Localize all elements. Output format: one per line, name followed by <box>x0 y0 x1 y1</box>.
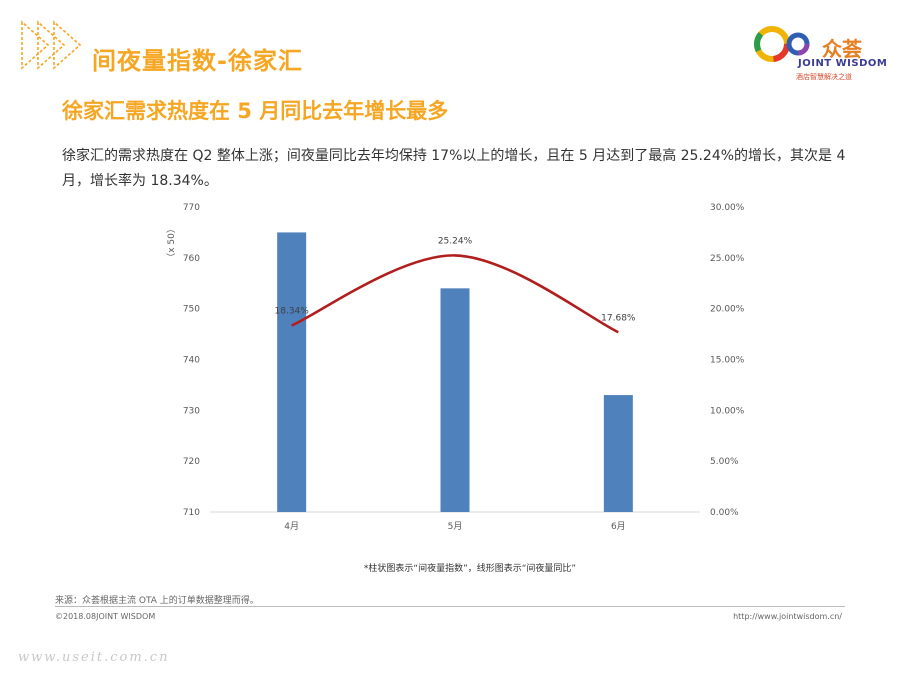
copyright: ©2018.08JOINT WISDOM <box>55 612 156 621</box>
description-text: 徐家汇的需求热度在 Q2 整体上涨；间夜量同比去年均保持 17%以上的增长，且在… <box>62 148 846 189</box>
left-tick-label: 730 <box>183 406 200 416</box>
right-tick-label: 30.00% <box>710 203 745 213</box>
bar <box>440 288 470 512</box>
joint-wisdom-logo <box>754 26 810 62</box>
chart-note: *柱状图表示“间夜量指数”，线形图表示“间夜量同比” <box>363 564 577 574</box>
right-tick-label: 15.00% <box>710 356 745 366</box>
right-tick-label: 0.00% <box>710 508 739 518</box>
brand-tagline: 酒店智慧解决之道 <box>796 73 852 81</box>
left-tick-label: 720 <box>183 457 200 467</box>
source-note: 来源：众荟根据主流 OTA 上的订单数据整理而得。 <box>55 596 259 606</box>
page-title: 间夜量指数-徐家汇 <box>92 47 303 75</box>
brand-name-en: JOINT WISDOM <box>798 58 888 69</box>
footer-divider <box>55 606 845 607</box>
bar <box>277 232 307 512</box>
right-tick-label: 10.00% <box>710 406 745 416</box>
left-axis-unit-label: （x 50） <box>166 224 177 262</box>
left-tick-label: 770 <box>183 203 200 213</box>
watermark: www.useit.com.cn <box>18 650 170 665</box>
x-tick-label: 6月 <box>611 521 626 532</box>
combo-chart: 710 720 730 740 750 760 770 0.00% 5.00% 10.00% 15.… <box>166 203 745 532</box>
x-tick-label: 5月 <box>448 521 463 532</box>
line-data-label: 25.24% <box>438 236 473 246</box>
growth-line <box>291 254 619 334</box>
x-tick-label: 4月 <box>284 521 299 532</box>
left-tick-label: 710 <box>183 508 200 518</box>
bar <box>603 395 633 512</box>
line-data-label: 18.34% <box>275 307 310 317</box>
brand-name-cn: 众荟 <box>822 37 862 61</box>
right-tick-label: 25.00% <box>710 254 745 264</box>
left-tick-label: 750 <box>183 305 200 315</box>
left-tick-label: 740 <box>183 356 200 366</box>
left-tick-label: 760 <box>183 254 200 264</box>
section-subtitle: 徐家汇需求热度在 5 月同比去年增长最多 <box>62 99 449 123</box>
website-url: http://www.jointwisdom.cn/ <box>733 612 842 621</box>
line-data-label: 17.68% <box>601 313 636 323</box>
right-tick-label: 20.00% <box>710 305 745 315</box>
header-arrow-logo <box>21 20 82 70</box>
right-tick-label: 5.00% <box>710 457 739 467</box>
